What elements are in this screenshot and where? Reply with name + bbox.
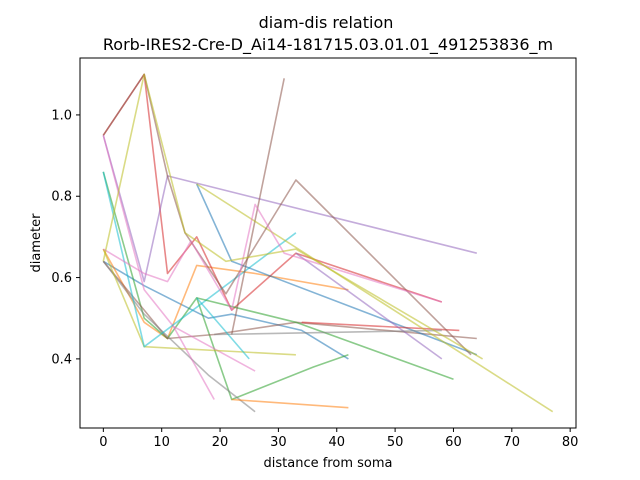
x-axis-label: distance from soma — [264, 456, 393, 471]
series-line-23 — [102, 73, 484, 360]
series-line-17 — [172, 326, 215, 400]
series-line-1 — [102, 260, 349, 360]
series-layer — [102, 73, 554, 413]
y-tick-label: 0.4 — [51, 352, 72, 367]
x-tick-label: 20 — [212, 435, 229, 450]
series-line-16 — [230, 78, 285, 335]
chart-title-line-2: Rorb-IRES2-Cre-D_Ai14-181715.03.01.01_49… — [103, 35, 553, 55]
series-line-15 — [295, 252, 443, 360]
x-tick-label: 70 — [504, 435, 521, 450]
x-tick-label: 50 — [387, 435, 404, 450]
series-line-11 — [195, 183, 478, 356]
series-line-7 — [102, 135, 256, 372]
series-line-22 — [102, 203, 443, 311]
series-line-8 — [102, 260, 256, 413]
chart-title-line-1: diam-dis relation — [259, 13, 394, 32]
series-line-18 — [214, 329, 442, 336]
series-line-20 — [196, 297, 250, 360]
x-axis-ticks: 0 10 20 30 40 50 60 70 80 — [99, 428, 578, 450]
x-tick-label: 60 — [445, 435, 462, 450]
y-tick-label: 0.6 — [51, 271, 72, 286]
x-tick-label: 30 — [270, 435, 287, 450]
x-tick-label: 40 — [328, 435, 345, 450]
y-tick-label: 0.8 — [51, 190, 72, 205]
x-tick-label: 10 — [153, 435, 170, 450]
x-tick-label: 80 — [562, 435, 579, 450]
plot-frame — [79, 57, 577, 429]
y-tick-label: 1.0 — [51, 108, 72, 123]
series-line-19 — [196, 183, 554, 413]
series-line-10 — [102, 171, 297, 348]
x-tick-label: 0 — [99, 435, 107, 450]
y-axis-ticks: 0.4 0.6 0.8 1.0 — [51, 108, 80, 367]
series-line-12 — [231, 398, 349, 409]
series-line-5 — [102, 135, 477, 283]
y-axis-label: diameter — [29, 213, 44, 273]
